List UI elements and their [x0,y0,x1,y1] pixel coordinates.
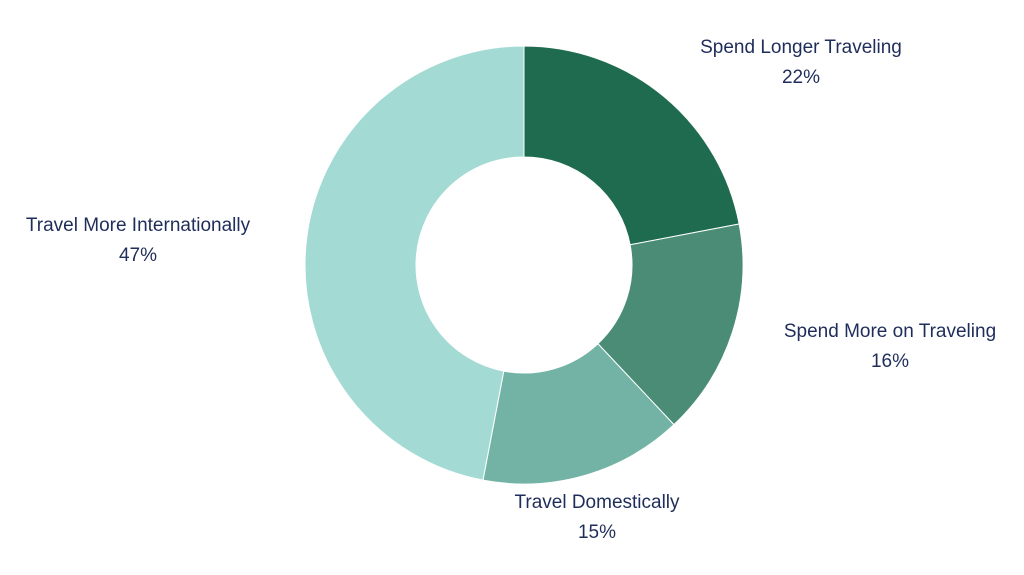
donut-slice [482,343,675,485]
donut-slice [523,45,740,246]
slice-label: Travel More Internationally [26,215,251,236]
slice-label: Spend More on Traveling [784,321,996,342]
slice-value-label: 22% [782,67,820,88]
slice-label: Travel Domestically [514,492,680,513]
slice-value-label: 15% [578,522,616,543]
slice-value-label: 47% [119,245,157,266]
slice-value-label: 16% [871,351,909,372]
donut-slice [597,223,744,426]
slice-label: Spend Longer Traveling [700,37,902,58]
donut-slice [304,45,525,481]
